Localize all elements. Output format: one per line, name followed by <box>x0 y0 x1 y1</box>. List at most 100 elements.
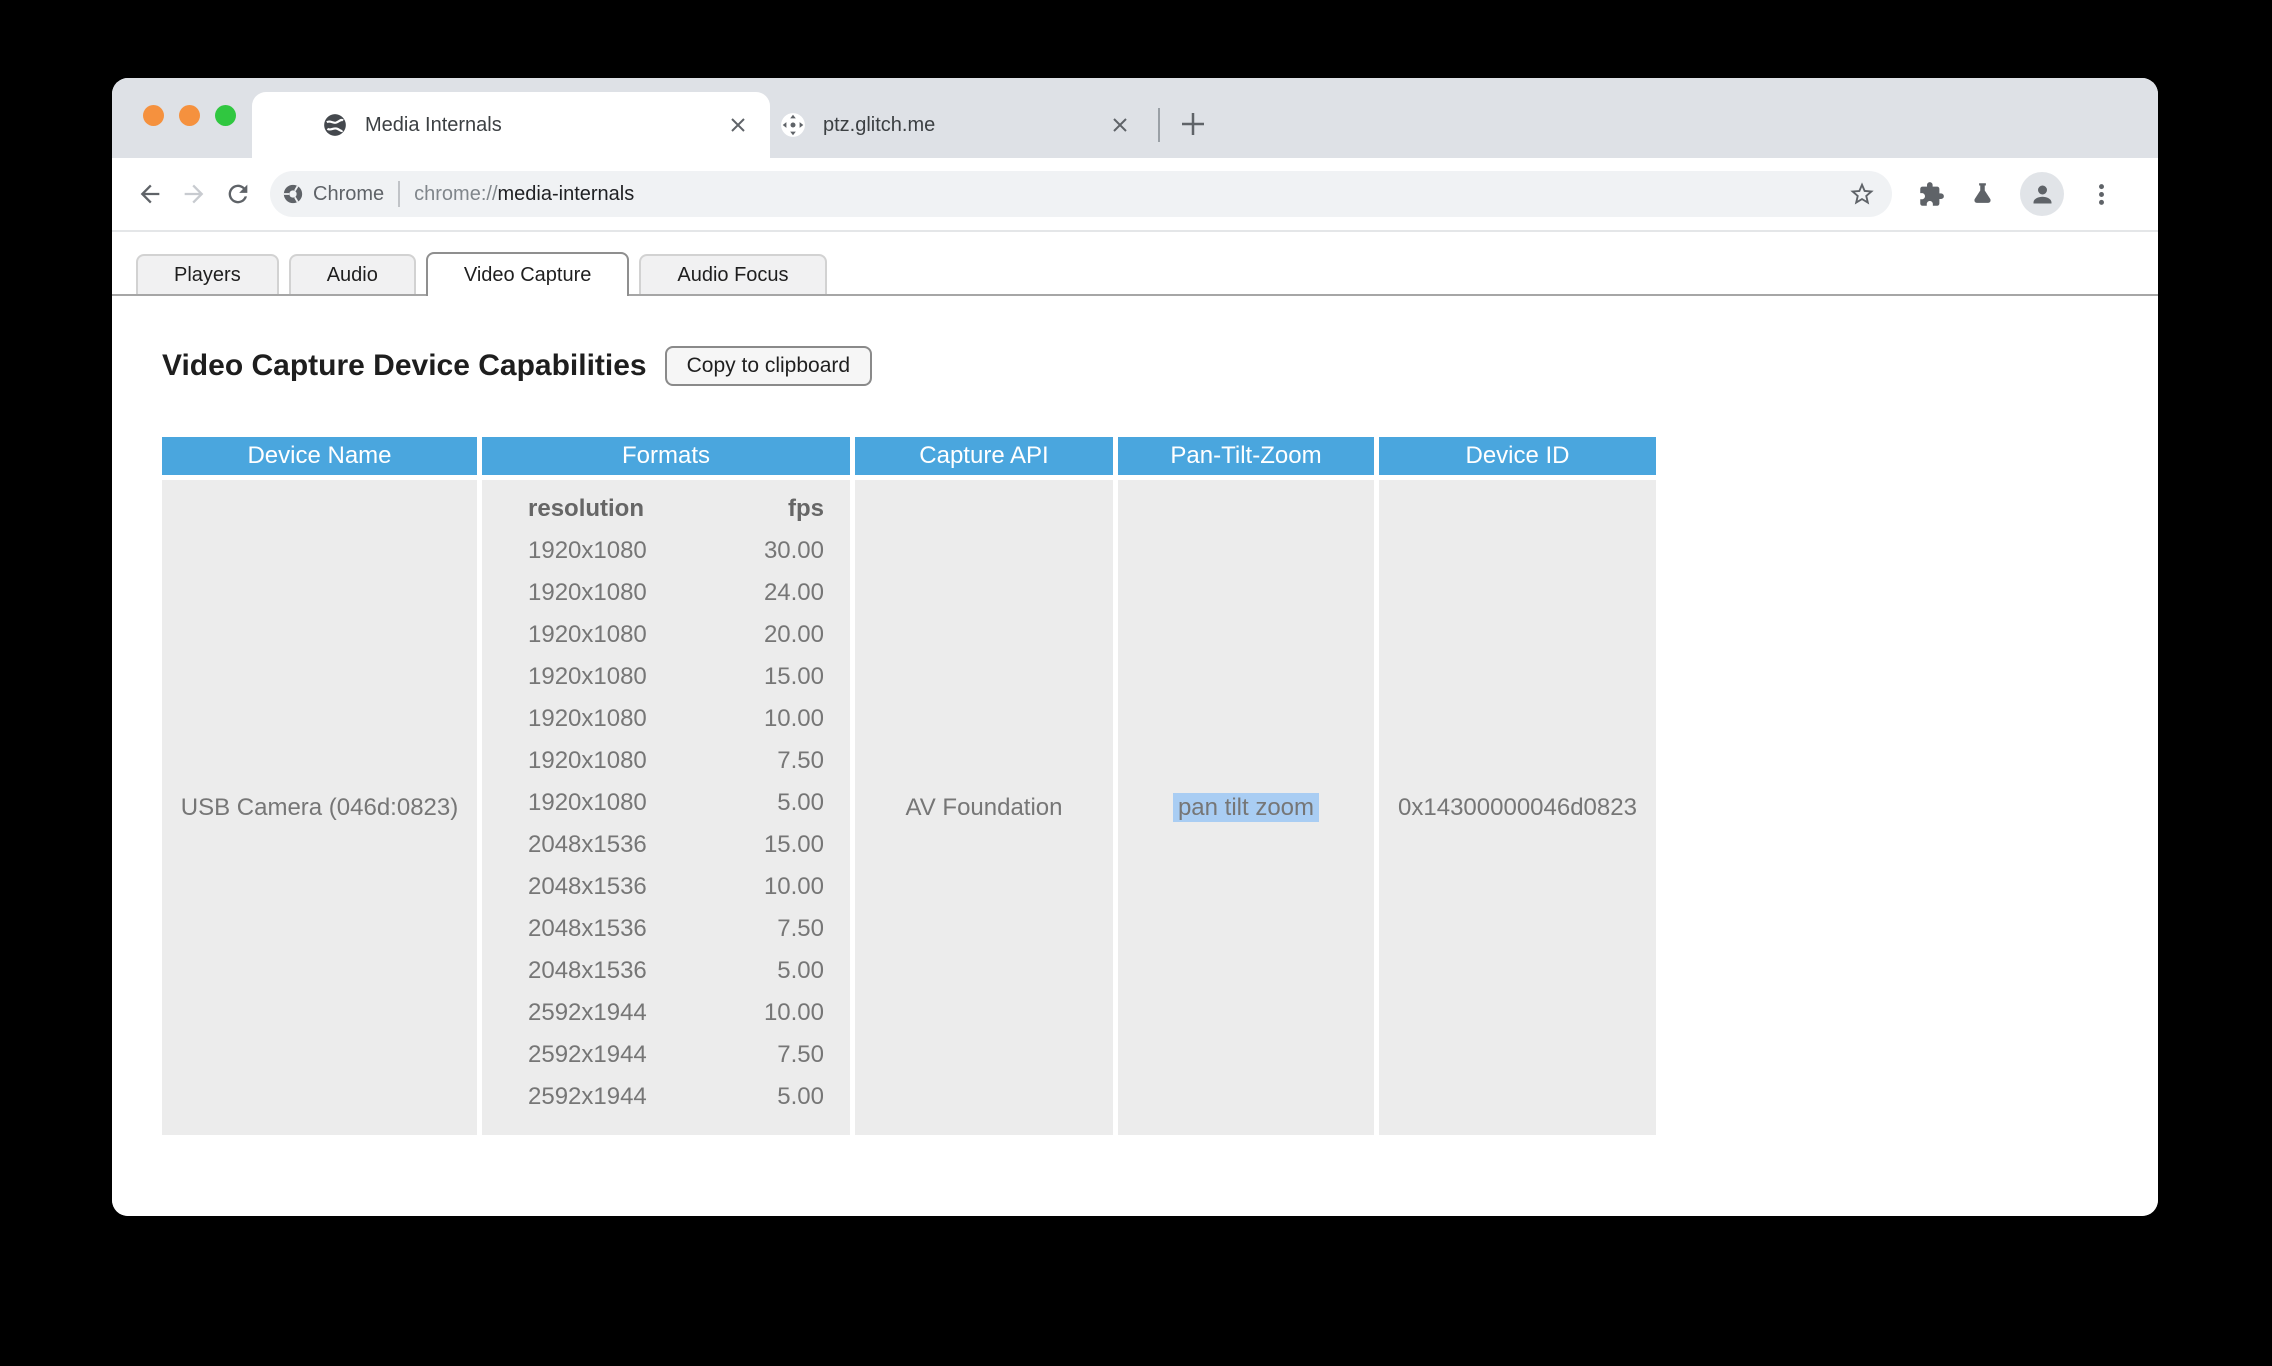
experiments-flask-icon[interactable] <box>1969 181 1996 208</box>
browser-tab-media-internals[interactable]: Media Internals <box>252 92 770 158</box>
fps-value: 15.00 <box>763 663 824 690</box>
url-path: media-internals <box>497 182 635 205</box>
resolution-value: 2048x1536 <box>528 957 647 984</box>
heading-row: Video Capture Device Capabilities Copy t… <box>162 344 2158 388</box>
resolution-value: 2048x1536 <box>528 873 647 900</box>
format-row: 2048x1536 10.00 <box>482 866 850 908</box>
fps-value: 7.50 <box>777 747 824 774</box>
copy-to-clipboard-button[interactable]: Copy to clipboard <box>664 346 873 386</box>
resolution-value: 1920x1080 <box>528 789 647 816</box>
browser-tab-ptz-glitch[interactable]: ptz.glitch.me <box>772 92 1144 158</box>
fps-value: 10.00 <box>763 705 824 732</box>
column-header-pan-tilt-zoom: Pan-Tilt-Zoom <box>1118 437 1374 475</box>
device-name-cell: USB Camera (046d:0823) <box>162 480 477 1135</box>
format-row: 2592x1944 5.00 <box>482 1076 850 1118</box>
column-header-formats: Formats <box>482 437 850 475</box>
back-icon[interactable] <box>136 180 164 208</box>
capture-api-cell: AV Foundation <box>855 480 1113 1135</box>
resolution-value: 1920x1080 <box>528 663 647 690</box>
format-row: 1920x1080 10.00 <box>482 698 850 740</box>
resolution-value: 2592x1944 <box>528 1083 647 1110</box>
column-header-device-id: Device ID <box>1379 437 1656 475</box>
formats-cell: resolution fps 1920x1080 30.00 <box>482 480 850 1135</box>
pan-tilt-zoom-cell: pan tilt zoom <box>1118 480 1374 1135</box>
tab-audio-focus[interactable]: Audio Focus <box>639 254 827 294</box>
format-row: 2048x1536 5.00 <box>482 950 850 992</box>
resolution-value: 1920x1080 <box>528 747 647 774</box>
resolution-value: 1920x1080 <box>528 705 647 732</box>
minimize-window-button[interactable] <box>179 105 200 126</box>
device-id-cell: 0x14300000046d0823 <box>1379 480 1656 1135</box>
column-header-device-name: Device Name <box>162 437 477 475</box>
browser-tab-title: ptz.glitch.me <box>823 113 936 136</box>
extensions-puzzle-icon[interactable] <box>1918 181 1945 208</box>
resolution-value: 2592x1944 <box>528 1041 647 1068</box>
browser-window: Media Internals <box>112 78 2158 1216</box>
format-row: 1920x1080 5.00 <box>482 782 850 824</box>
media-internals-tabs: Players Audio Video Capture Audio Focus <box>112 252 2158 296</box>
globe-icon <box>322 112 348 138</box>
fps-value: 10.00 <box>763 873 824 900</box>
ptz-icon <box>780 112 806 138</box>
tab-players[interactable]: Players <box>136 254 279 294</box>
browser-toolbar: Chrome chrome://media-internals <box>112 158 2158 232</box>
fps-value: 30.00 <box>763 537 824 564</box>
close-tab-icon[interactable] <box>728 115 748 135</box>
resolution-value: 1920x1080 <box>528 579 647 606</box>
format-row: 1920x1080 30.00 <box>482 530 850 572</box>
fps-value: 24.00 <box>763 579 824 606</box>
resolution-value: 1920x1080 <box>528 621 647 648</box>
url-chip-label: Chrome <box>313 182 385 205</box>
format-row: 2592x1944 10.00 <box>482 992 850 1034</box>
url-scheme: chrome:// <box>414 182 498 205</box>
format-row: 1920x1080 7.50 <box>482 740 850 782</box>
resolution-value: 2048x1536 <box>528 831 647 858</box>
fps-column-label: fps <box>788 495 824 522</box>
formats-subtable: resolution fps 1920x1080 30.00 <box>482 488 850 1118</box>
format-row: 1920x1080 24.00 <box>482 572 850 614</box>
menu-dots-icon[interactable] <box>2088 181 2115 208</box>
format-row: 1920x1080 20.00 <box>482 614 850 656</box>
zoom-window-button[interactable] <box>215 105 236 126</box>
device-row: USB Camera (046d:0823) resolution fps <box>162 480 1656 1135</box>
pan-tilt-zoom-selected-text: pan tilt zoom <box>1172 792 1320 822</box>
tab-divider <box>1158 108 1160 142</box>
reload-icon[interactable] <box>224 180 252 208</box>
traffic-lights <box>143 105 236 126</box>
fps-value: 10.00 <box>763 999 824 1026</box>
address-bar[interactable]: Chrome chrome://media-internals <box>270 171 1892 217</box>
profile-avatar[interactable] <box>2020 172 2064 216</box>
close-window-button[interactable] <box>143 105 164 126</box>
url-text: chrome://media-internals <box>414 183 634 206</box>
toolbar-actions <box>1918 172 2115 216</box>
bookmark-star-icon[interactable] <box>1848 180 1876 208</box>
page-title: Video Capture Device Capabilities <box>162 349 647 382</box>
browser-tabstrip: Media Internals <box>112 78 2158 158</box>
format-row: 2048x1536 7.50 <box>482 908 850 950</box>
new-tab-button[interactable] <box>1178 109 1208 139</box>
fps-value: 7.50 <box>777 1041 824 1068</box>
chrome-logo-icon <box>282 183 304 205</box>
fps-value: 7.50 <box>777 915 824 942</box>
media-internals-page: Players Audio Video Capture Audio Focus … <box>112 252 2158 1216</box>
column-header-capture-api: Capture API <box>855 437 1113 475</box>
browser-tab-title: Media Internals <box>365 113 502 136</box>
fps-value: 5.00 <box>777 789 824 816</box>
format-row: 2592x1944 7.50 <box>482 1034 850 1076</box>
format-row: 2048x1536 15.00 <box>482 824 850 866</box>
close-tab-icon[interactable] <box>1110 115 1130 135</box>
url-chip-divider <box>398 181 401 207</box>
resolution-value: 2048x1536 <box>528 915 647 942</box>
formats-list: resolution fps 1920x1080 30.00 <box>482 488 850 1118</box>
resolution-column-label: resolution <box>528 495 645 522</box>
fps-value: 20.00 <box>763 621 824 648</box>
fps-value: 15.00 <box>763 831 824 858</box>
fps-value: 5.00 <box>777 957 824 984</box>
forward-icon[interactable] <box>180 180 208 208</box>
format-row: 1920x1080 15.00 <box>482 656 850 698</box>
tab-video-capture[interactable]: Video Capture <box>425 252 630 296</box>
fps-value: 5.00 <box>777 1083 824 1110</box>
resolution-value: 2592x1944 <box>528 999 647 1026</box>
capabilities-table: Device Name Formats Capture API Pan-Tilt… <box>157 432 1661 1140</box>
tab-audio[interactable]: Audio <box>288 254 416 294</box>
